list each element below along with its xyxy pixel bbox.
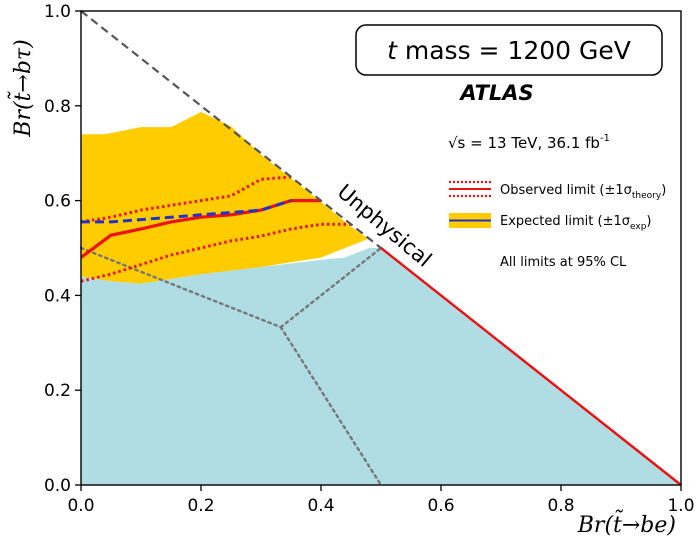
y-tick-label: 0.6 [44,192,71,212]
y-tick-label: 1.0 [44,2,71,22]
series-observed-limit-boundary-edge [380,247,682,486]
series-expected-limit [81,199,292,224]
series-dotted-divider-3 [279,326,383,487]
x-tick-label: 0.6 [427,496,454,516]
legend-expected-label: Expected limit (±1σexp) [500,214,652,232]
series-expected-1-band [81,112,369,284]
legend-expected-text: Expected limit (±1σ [500,214,630,229]
ticks-layer: 0.00.0 0.2 0.2 0.4 0.4 0.6 0.6 0.8 0.8 1.0 1.0 [44,2,695,516]
legend-expected-close: ) [646,214,651,229]
mass-title-tilde-letter: t [387,36,398,65]
y-tick-label: 0.8 [44,97,71,117]
series-dotted-divider-1 [79,246,282,329]
legend-observed-subscript: theory [632,191,662,201]
legend-cl-note: All limits at 95% CL [500,255,627,270]
energy-sqrt: √s [448,134,466,152]
x-axis-title: Br(t̃→be) [577,508,676,538]
energy-label: √s = 13 TeV, 36.1 fb-1 [448,133,610,152]
series-observed-1-theory [80,222,351,283]
y-tick-label: 0.2 [44,381,71,401]
legend-observed-close: ) [661,183,666,198]
series-observed-1-theory [80,175,292,224]
energy-text: = 13 TeV, 36.1 fb [465,134,600,152]
y-tick-label: 0.4 [44,286,71,306]
plot-frame [80,10,682,486]
y-axis-title: Br(t̃→bτ) [6,39,36,137]
x-tick-label: 1.0 [667,496,694,516]
mass-title-box [355,24,663,76]
energy-superscript: -1 [600,133,610,144]
legend-expected-subscript: exp [630,222,647,232]
x-tick-label: 0.0 [67,496,94,516]
atlas-label: ATLAS [458,81,533,105]
mass-title: t mass = 1200 GeV [387,36,631,65]
series-dotted-divider-2 [279,246,383,329]
legend: Observed limit (±1σtheory) Expected limi… [449,180,666,270]
series-excluded-region [81,248,681,485]
plot-layer [79,10,682,487]
legend-observed-text: Observed limit (±1σ [500,183,632,198]
legend-observed-label: Observed limit (±1σtheory) [500,183,666,201]
x-tick-label: 0.2 [187,496,214,516]
mass-title-rest: mass = 1200 GeV [397,36,631,65]
x-tick-label: 0.8 [547,496,574,516]
y-tick-label: 0.0 [44,476,71,496]
x-tick-label: 0.4 [307,496,334,516]
